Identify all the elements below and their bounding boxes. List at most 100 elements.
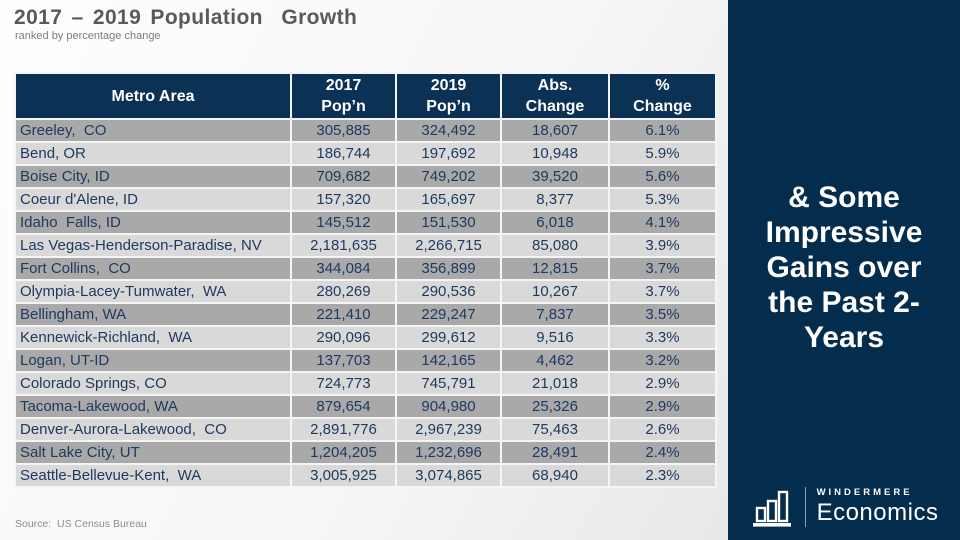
table-row: Idaho Falls, ID 145,512 151,530 6,018 4.1% bbox=[14, 210, 717, 235]
pop-2017-cell: 186,744 bbox=[290, 141, 397, 166]
table-row: Denver-Aurora-Lakewood, CO 2,891,776 2,967… bbox=[14, 417, 717, 442]
pct-change-cell: 3.5% bbox=[608, 302, 717, 327]
pop-2019-cell: 904,980 bbox=[395, 394, 502, 419]
metro-cell: Tacoma-Lakewood, WA bbox=[14, 394, 292, 419]
pct-change-cell: 3.2% bbox=[608, 348, 717, 373]
pop-2017-cell: 879,654 bbox=[290, 394, 397, 419]
abs-change-cell: 68,940 bbox=[500, 463, 610, 488]
table-body: Greeley, CO 305,885 324,492 18,607 6.1% Bend,… bbox=[14, 118, 717, 488]
pop-2017-cell: 709,682 bbox=[290, 164, 397, 189]
abs-change-cell: 10,948 bbox=[500, 141, 610, 166]
table-row: Logan, UT-ID 137,703 142,165 4,462 3.2% bbox=[14, 348, 717, 373]
abs-change-cell: 25,326 bbox=[500, 394, 610, 419]
pct-change-cell: 2.4% bbox=[608, 440, 717, 465]
pop-2017-cell: 1,204,205 bbox=[290, 440, 397, 465]
table-row: Kennewick-Richland, WA 290,096 299,612 9,51… bbox=[14, 325, 717, 350]
table-header: Metro Area 2017 Pop’n 2019 Pop’n Abs. Ch… bbox=[14, 72, 717, 120]
col-header-abs-change: Abs. Change bbox=[500, 72, 610, 120]
abs-change-cell: 7,837 bbox=[500, 302, 610, 327]
pop-2017-cell: 344,084 bbox=[290, 256, 397, 281]
pop-2019-cell: 356,899 bbox=[395, 256, 502, 281]
brand-division: Economics bbox=[816, 499, 939, 526]
pop-2019-cell: 229,247 bbox=[395, 302, 502, 327]
abs-change-cell: 75,463 bbox=[500, 417, 610, 442]
pct-change-cell: 5.9% bbox=[608, 141, 717, 166]
metro-cell: Denver-Aurora-Lakewood, CO bbox=[14, 417, 292, 442]
table-row: Coeur d'Alene, ID 157,320 165,697 8,377 5.3% bbox=[14, 187, 717, 212]
metro-cell: Greeley, CO bbox=[14, 118, 292, 143]
pct-change-cell: 3.7% bbox=[608, 279, 717, 304]
table-row: Tacoma-Lakewood, WA 879,654 904,980 25,326 2… bbox=[14, 394, 717, 419]
table-row: Salt Lake City, UT 1,204,205 1,232,696 28,4… bbox=[14, 440, 717, 465]
metro-cell: Logan, UT-ID bbox=[14, 348, 292, 373]
brand-text: WINDERMERE Economics bbox=[817, 487, 939, 527]
metro-cell: Idaho Falls, ID bbox=[14, 210, 292, 235]
source-note: Source: US Census Bureau bbox=[15, 518, 147, 530]
metro-cell: Fort Collins, CO bbox=[14, 256, 292, 281]
metro-cell: Olympia-Lacey-Tumwater, WA bbox=[14, 279, 292, 304]
metro-cell: Boise City, ID bbox=[14, 164, 292, 189]
table-row: Bend, OR 186,744 197,692 10,948 5.9% bbox=[14, 141, 717, 166]
pop-2019-cell: 2,266,715 bbox=[395, 233, 502, 258]
panel-headline: & Some Impressive Gains over the Past 2-… bbox=[765, 181, 923, 354]
pop-2017-cell: 221,410 bbox=[290, 302, 397, 327]
pop-2019-cell: 197,692 bbox=[395, 141, 502, 166]
pct-change-cell: 3.9% bbox=[608, 233, 717, 258]
metro-cell: Las Vegas-Henderson-Paradise, NV bbox=[14, 233, 292, 258]
page-subtitle: ranked by percentage change bbox=[15, 30, 161, 42]
metro-cell: Salt Lake City, UT bbox=[14, 440, 292, 465]
pop-2019-cell: 745,791 bbox=[395, 371, 502, 396]
pop-2017-cell: 157,320 bbox=[290, 187, 397, 212]
abs-change-cell: 21,018 bbox=[500, 371, 610, 396]
pct-change-cell: 2.9% bbox=[608, 371, 717, 396]
table-row: Olympia-Lacey-Tumwater, WA 280,269 290,536… bbox=[14, 279, 717, 304]
pct-change-cell: 3.7% bbox=[608, 256, 717, 281]
col-header-metro-area: Metro Area bbox=[14, 72, 292, 120]
table-row: Boise City, ID 709,682 749,202 39,520 5.6% bbox=[14, 164, 717, 189]
col-header-2017-popn: 2017 Pop’n bbox=[290, 72, 397, 120]
bar-chart-icon bbox=[750, 486, 794, 528]
abs-change-cell: 4,462 bbox=[500, 348, 610, 373]
brand-name: WINDERMERE bbox=[816, 487, 913, 498]
col-header-2019-popn: 2019 Pop’n bbox=[395, 72, 502, 120]
table-row: Colorado Springs, CO 724,773 745,791 21,018… bbox=[14, 371, 717, 396]
abs-change-cell: 39,520 bbox=[500, 164, 610, 189]
pop-2017-cell: 290,096 bbox=[290, 325, 397, 350]
metro-cell: Colorado Springs, CO bbox=[14, 371, 292, 396]
pct-change-cell: 6.1% bbox=[608, 118, 717, 143]
pop-2019-cell: 165,697 bbox=[395, 187, 502, 212]
metro-cell: Kennewick-Richland, WA bbox=[14, 325, 292, 350]
pop-2019-cell: 142,165 bbox=[395, 348, 502, 373]
pct-change-cell: 3.3% bbox=[608, 325, 717, 350]
table-row: Las Vegas-Henderson-Paradise, NV 2,181,63… bbox=[14, 233, 717, 258]
abs-change-cell: 28,491 bbox=[500, 440, 610, 465]
pop-2019-cell: 290,536 bbox=[395, 279, 502, 304]
pct-change-cell: 2.9% bbox=[608, 394, 717, 419]
abs-change-cell: 12,815 bbox=[500, 256, 610, 281]
metro-cell: Coeur d'Alene, ID bbox=[14, 187, 292, 212]
pop-2017-cell: 137,703 bbox=[290, 348, 397, 373]
metro-cell: Bellingham, WA bbox=[14, 302, 292, 327]
pop-2017-cell: 3,005,925 bbox=[290, 463, 397, 488]
pop-2017-cell: 2,181,635 bbox=[290, 233, 397, 258]
metro-cell: Bend, OR bbox=[14, 141, 292, 166]
abs-change-cell: 10,267 bbox=[500, 279, 610, 304]
abs-change-cell: 6,018 bbox=[500, 210, 610, 235]
pop-2017-cell: 305,885 bbox=[290, 118, 397, 143]
abs-change-cell: 85,080 bbox=[500, 233, 610, 258]
pct-change-cell: 2.3% bbox=[608, 463, 717, 488]
pop-2017-cell: 280,269 bbox=[290, 279, 397, 304]
table-row: Bellingham, WA 221,410 229,247 7,837 3.5% bbox=[14, 302, 717, 327]
pop-2017-cell: 724,773 bbox=[290, 371, 397, 396]
table-row: Fort Collins, CO 344,084 356,899 12,815 3.7% bbox=[14, 256, 717, 281]
brand-lockup: WINDERMERE Economics bbox=[728, 486, 960, 528]
table-row: Seattle-Bellevue-Kent, WA 3,005,925 3,074,… bbox=[14, 463, 717, 488]
pop-2017-cell: 145,512 bbox=[290, 210, 397, 235]
pop-2019-cell: 1,232,696 bbox=[395, 440, 502, 465]
right-panel: & Some Impressive Gains over the Past 2-… bbox=[728, 0, 960, 540]
pop-2019-cell: 2,967,239 bbox=[395, 417, 502, 442]
pct-change-cell: 5.3% bbox=[608, 187, 717, 212]
pop-2019-cell: 324,492 bbox=[395, 118, 502, 143]
metro-cell: Seattle-Bellevue-Kent, WA bbox=[14, 463, 292, 488]
